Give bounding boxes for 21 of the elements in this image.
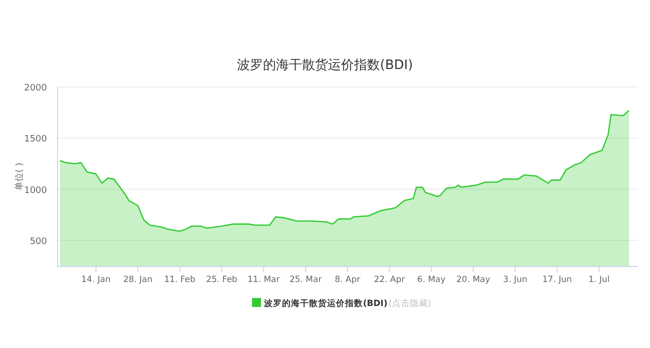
y-tick-label: 1000 xyxy=(24,186,48,196)
x-tick-label: 20. May xyxy=(456,275,490,285)
chart-title: 波罗的海干散货运价指数(BDI) xyxy=(237,58,413,73)
x-tick-label: 25. Feb xyxy=(206,275,238,285)
text: (点击隐藏) xyxy=(388,298,432,309)
y-axis-title: 单位( ) xyxy=(14,162,25,190)
y-tick-label: 2000 xyxy=(24,84,48,94)
x-tick-label: 25. Mar xyxy=(289,275,322,285)
y-tick-label: 1500 xyxy=(24,134,48,145)
x-tick-label: 14. Jan xyxy=(81,275,111,285)
x-tick-label: 6. May xyxy=(417,275,446,285)
x-tick-label: 3. Jun xyxy=(503,275,528,285)
x-tick-label: 1. Jul xyxy=(588,275,610,285)
legend-label: 波罗的海干散货运价指数(BDI) xyxy=(263,298,388,309)
x-tick-label: 17. Jun xyxy=(542,275,572,285)
x-tick-label: 8. Apr xyxy=(334,275,361,285)
x-tick-label: 11. Mar xyxy=(248,275,280,285)
x-tick-label: 11. Feb xyxy=(164,275,196,285)
x-tick-label: 28. Jan xyxy=(123,275,153,285)
y-tick-label: 500 xyxy=(30,236,48,247)
x-tick-label: 22. Apr xyxy=(374,275,406,285)
